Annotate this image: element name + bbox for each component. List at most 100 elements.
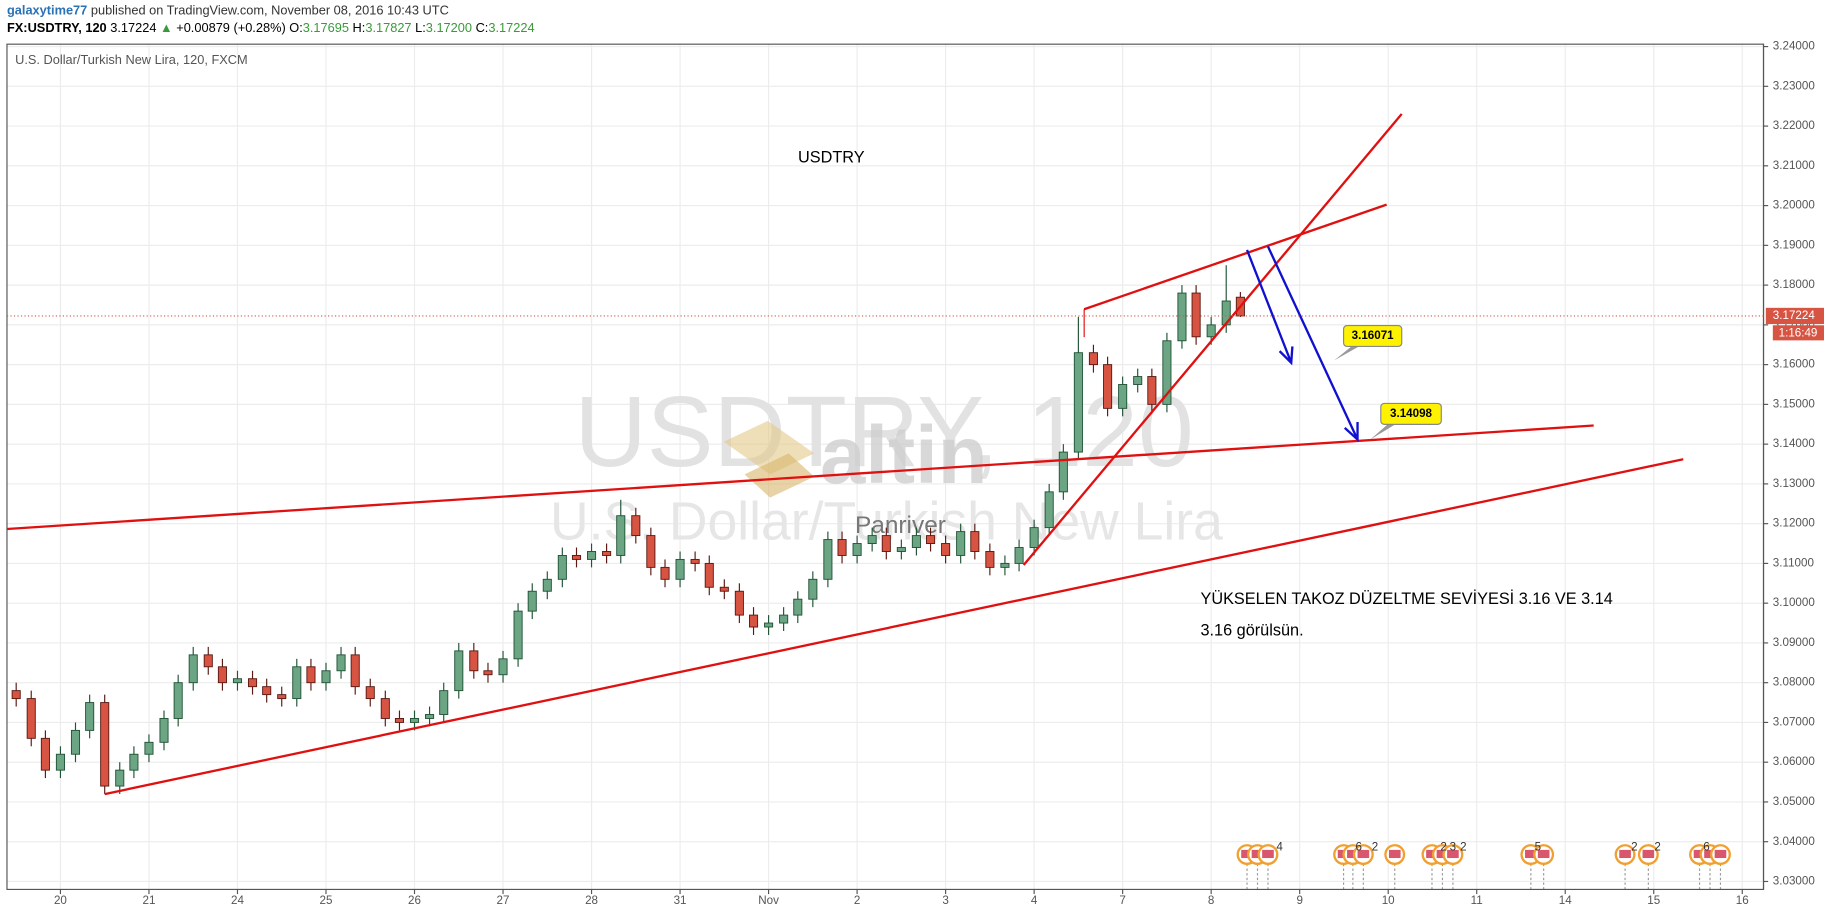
candle-body xyxy=(1029,527,1039,548)
annotation: USDTRY xyxy=(798,148,865,166)
event-flag xyxy=(1537,849,1550,859)
candle-body xyxy=(602,551,612,556)
candle-body xyxy=(616,515,626,556)
x-tick-label: 7 xyxy=(1119,894,1125,907)
candle-body xyxy=(867,535,877,544)
candle-body xyxy=(100,702,110,787)
ohlc-value: 3.17224 xyxy=(488,20,534,35)
candle-body xyxy=(779,614,789,624)
candle-body xyxy=(115,769,125,787)
candle-body xyxy=(704,562,714,588)
event-flag xyxy=(1241,849,1253,859)
x-tick-label: 20 xyxy=(54,894,67,907)
ohlc-label: H: xyxy=(353,20,366,35)
candle-body xyxy=(823,539,833,580)
logo-mark xyxy=(744,453,815,498)
event-flag xyxy=(1704,849,1716,859)
candle-body xyxy=(808,578,818,600)
author[interactable]: galaxytime77 xyxy=(7,3,87,18)
event-flag xyxy=(1714,849,1727,859)
candle-body xyxy=(350,654,360,688)
candle-body xyxy=(217,666,227,684)
y-tick-label: 3.15000 xyxy=(1773,397,1815,410)
y-tick-label: 3.06000 xyxy=(1773,755,1815,768)
candle-body xyxy=(1014,547,1024,564)
y-tick-label: 3.20000 xyxy=(1773,199,1815,212)
x-tick-label: 21 xyxy=(142,894,155,907)
candle-body xyxy=(159,718,169,743)
candle-body xyxy=(144,741,154,755)
event-flag xyxy=(1619,849,1631,859)
candle-body xyxy=(439,690,449,715)
candle-body xyxy=(748,614,759,628)
y-tick-label: 3.18000 xyxy=(1773,278,1815,291)
x-tick-label: Nov xyxy=(758,894,779,907)
candle-body xyxy=(55,753,65,771)
x-tick-label: 14 xyxy=(1559,894,1572,907)
candle-body xyxy=(203,654,213,668)
event-flag xyxy=(1388,849,1401,859)
candle-body xyxy=(1073,352,1083,453)
y-tick-label: 3.05000 xyxy=(1773,795,1815,808)
ohlc-label: L: xyxy=(415,20,426,35)
event-flag xyxy=(1693,849,1706,859)
callout-box xyxy=(1380,402,1442,425)
candle-body xyxy=(469,650,479,672)
candle-body xyxy=(837,539,847,556)
candle-body xyxy=(277,694,287,700)
countdown: 1:16:49 xyxy=(1779,326,1818,339)
y-tick-label: 3.13000 xyxy=(1773,477,1815,490)
candle-body xyxy=(542,578,552,592)
y-tick-label: 3.10000 xyxy=(1773,596,1815,609)
candle-body xyxy=(690,558,700,564)
y-tick-label: 3.22000 xyxy=(1773,119,1815,132)
candle-body xyxy=(881,535,891,552)
candle-body xyxy=(498,658,508,676)
candle-body xyxy=(513,610,523,660)
candle-body xyxy=(1191,292,1201,338)
candle-body xyxy=(26,698,36,739)
x-tick-label: 16 xyxy=(1736,894,1749,907)
candle-body xyxy=(675,558,685,580)
ohlc-value: 3.17827 xyxy=(365,20,411,35)
candle-body xyxy=(896,547,906,552)
candle-body xyxy=(262,686,272,696)
candle-body xyxy=(1162,340,1172,405)
candle-body xyxy=(394,718,405,723)
trend-line xyxy=(104,458,1684,796)
x-tick-label: 24 xyxy=(231,894,244,907)
x-tick-label: 26 xyxy=(408,894,421,907)
candle-body xyxy=(1088,352,1098,366)
candle-body xyxy=(527,590,537,612)
candle-body xyxy=(1118,384,1128,409)
event-count: 5 xyxy=(1535,841,1541,854)
candle-body xyxy=(247,678,258,688)
y-tick-label: 3.04000 xyxy=(1773,835,1815,848)
candle-body xyxy=(587,551,597,560)
candle-body xyxy=(365,686,375,700)
event-count: 6 xyxy=(1703,841,1709,854)
candle-body xyxy=(926,535,936,544)
wedge-lower xyxy=(1022,113,1403,566)
y-tick-label: 3.12000 xyxy=(1773,517,1815,530)
arrow xyxy=(1266,245,1359,443)
watermark-brand: Panriver xyxy=(855,512,946,539)
candle-body xyxy=(40,737,50,771)
chart-title: U.S. Dollar/Turkish New Lira, 120, FXCM xyxy=(15,52,248,67)
candle-body xyxy=(985,551,995,568)
candle-body xyxy=(1058,451,1068,493)
candle-body xyxy=(1206,324,1216,338)
event-flag xyxy=(1347,849,1359,859)
candle-body xyxy=(571,554,582,560)
candle-body xyxy=(454,650,464,692)
drawings xyxy=(6,113,1684,796)
arrow xyxy=(1245,249,1294,366)
event-flag xyxy=(1357,849,1370,859)
callout-box xyxy=(1342,324,1403,348)
x-tick-label: 9 xyxy=(1296,894,1302,907)
event-count: 2 xyxy=(1654,841,1660,854)
candle-body xyxy=(173,682,183,719)
y-tick-label: 3.03000 xyxy=(1773,875,1815,888)
